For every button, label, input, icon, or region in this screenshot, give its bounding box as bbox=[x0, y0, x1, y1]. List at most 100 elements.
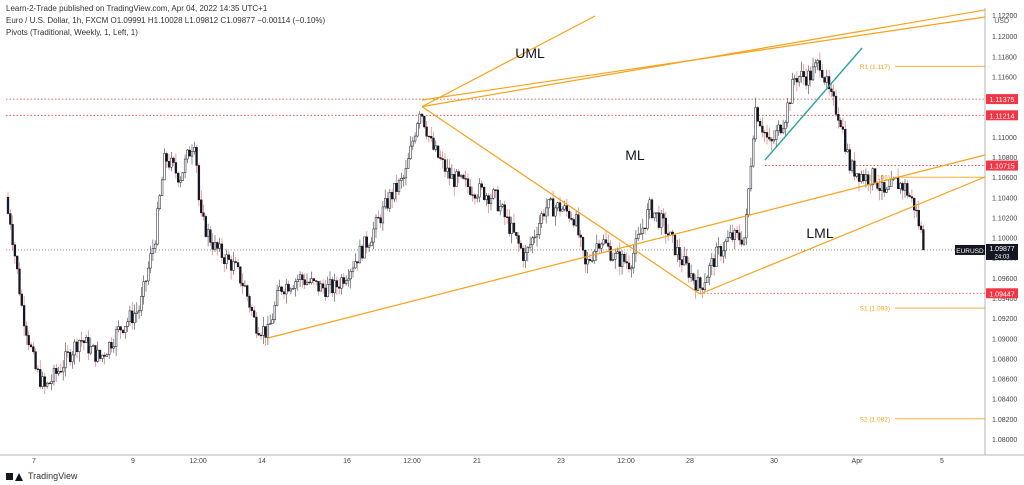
candle-body bbox=[50, 380, 53, 384]
candle-body bbox=[367, 245, 371, 248]
candle-body bbox=[643, 227, 647, 230]
candle-body bbox=[510, 222, 513, 234]
time-tick-label: 16 bbox=[343, 458, 351, 465]
candle-body bbox=[867, 174, 870, 185]
candle-body bbox=[167, 161, 171, 168]
time-tick-label: 14 bbox=[258, 458, 266, 465]
candle-body bbox=[275, 290, 279, 306]
candle-body bbox=[6, 197, 10, 214]
candle-body bbox=[662, 213, 665, 219]
candle-body bbox=[618, 251, 621, 267]
candle-body bbox=[837, 114, 840, 121]
candle-body bbox=[328, 279, 332, 285]
candle-body bbox=[114, 329, 118, 347]
candle-body bbox=[577, 214, 580, 236]
candle-body bbox=[639, 233, 642, 235]
price-tick-label: 1.10800 bbox=[992, 155, 1017, 162]
candle-body bbox=[105, 354, 109, 357]
candle-body bbox=[515, 232, 518, 236]
candle-body bbox=[441, 158, 444, 160]
candle-body bbox=[310, 278, 313, 283]
candle-body bbox=[55, 368, 58, 374]
candle-body bbox=[264, 326, 267, 338]
candle-body bbox=[689, 273, 693, 278]
candle-body bbox=[170, 157, 173, 168]
candle-body bbox=[89, 346, 92, 354]
candle-body bbox=[229, 259, 233, 271]
candle-body bbox=[648, 199, 651, 210]
candle-body bbox=[16, 255, 19, 270]
candle-body bbox=[117, 326, 120, 331]
candle-body bbox=[126, 321, 129, 327]
candle-body bbox=[85, 337, 88, 344]
candle-body bbox=[154, 243, 157, 249]
candle-body bbox=[657, 212, 661, 228]
candle-body bbox=[880, 182, 884, 191]
candle-body bbox=[540, 213, 543, 224]
candle-body bbox=[388, 192, 391, 209]
candle-body bbox=[770, 138, 773, 142]
annotations: UML ML LML bbox=[515, 45, 834, 241]
candle-body bbox=[574, 214, 578, 226]
indicator-info: Pivots (Traditional, Weekly, 1, Left, 1) bbox=[6, 28, 138, 37]
candle-body bbox=[333, 280, 336, 294]
candle-body bbox=[103, 354, 106, 357]
price-tag bbox=[986, 243, 1018, 260]
candle-body bbox=[496, 189, 500, 212]
time-tick-label: 9 bbox=[131, 458, 135, 465]
candle-body bbox=[777, 124, 780, 132]
candle-body bbox=[455, 171, 458, 187]
candle-body bbox=[473, 194, 477, 199]
candle-body bbox=[848, 149, 851, 171]
candle-body bbox=[768, 136, 771, 140]
candle-body bbox=[280, 286, 283, 292]
candle-body bbox=[542, 213, 546, 217]
price-tick-label: 1.10400 bbox=[992, 195, 1017, 202]
price-tick-label: 1.08600 bbox=[992, 377, 1017, 384]
lower-median-line bbox=[699, 176, 986, 295]
time-axis-labels: 7 9 12:00 14 16 12:00 21 23 12:00 28 30 Apr 5 bbox=[32, 458, 944, 465]
pitchfork bbox=[267, 9, 986, 339]
candle-body bbox=[742, 237, 746, 245]
candle-body bbox=[303, 279, 306, 285]
candle-body bbox=[579, 234, 582, 238]
level-price-label: 1.11214 bbox=[990, 113, 1015, 120]
candle-body bbox=[563, 205, 566, 210]
upper-median-line bbox=[421, 15, 596, 108]
candle-body bbox=[20, 293, 23, 306]
candle-body bbox=[448, 167, 451, 179]
candle-body bbox=[236, 262, 240, 268]
candle-body bbox=[499, 206, 502, 212]
candle-body bbox=[119, 326, 122, 331]
time-tick-label: 30 bbox=[770, 458, 778, 465]
candle-body bbox=[287, 283, 290, 292]
candle-body bbox=[752, 138, 755, 167]
candle-body bbox=[788, 102, 792, 104]
candle-body bbox=[200, 199, 203, 214]
candle-body bbox=[365, 236, 368, 248]
candle-body bbox=[754, 107, 757, 140]
candle-body bbox=[457, 171, 460, 177]
candle-body bbox=[818, 60, 822, 71]
candle-body bbox=[749, 165, 753, 190]
candle-body bbox=[625, 261, 628, 264]
candle-body bbox=[273, 304, 276, 320]
candle-body bbox=[349, 271, 352, 280]
candle-body bbox=[602, 239, 605, 245]
candle-body bbox=[82, 340, 86, 344]
candle-body bbox=[41, 376, 44, 387]
candle-body bbox=[827, 76, 831, 90]
candle-body bbox=[213, 242, 217, 250]
time-tick-label: 5 bbox=[940, 458, 944, 465]
candle-body bbox=[816, 60, 819, 64]
candle-body bbox=[864, 174, 868, 182]
time-tick-label: 12:00 bbox=[403, 458, 421, 465]
candle-body bbox=[731, 232, 734, 240]
candle-body bbox=[434, 145, 437, 150]
candle-body bbox=[66, 351, 69, 353]
candle-body bbox=[36, 368, 40, 370]
candle-body bbox=[124, 326, 127, 334]
candle-body bbox=[733, 229, 736, 240]
candle-body bbox=[501, 204, 504, 207]
